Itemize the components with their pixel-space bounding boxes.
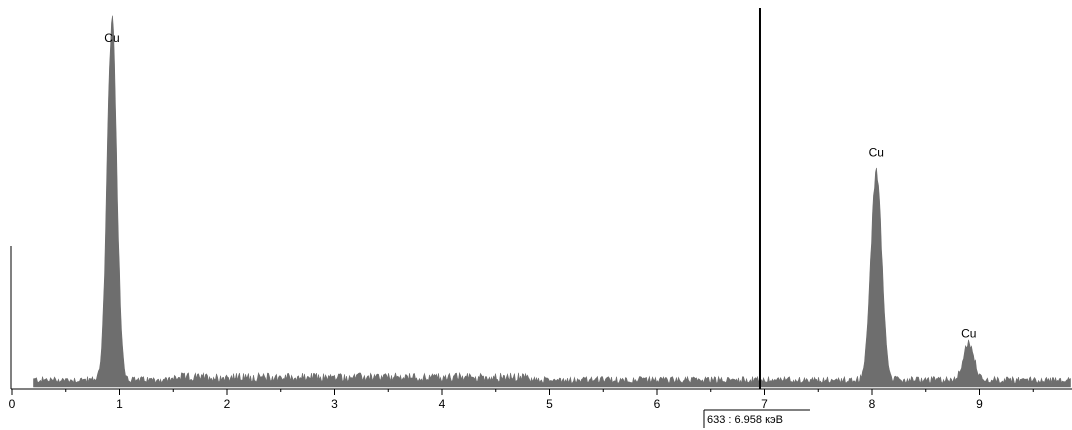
x-tick-label: 4 — [439, 397, 446, 411]
x-tick-label: 9 — [976, 397, 983, 411]
x-ticks: 0 1 2 3 4 5 6 7 8 9 — [9, 389, 1034, 411]
x-tick-label: 3 — [331, 397, 338, 411]
peak-labels: Cu Cu Cu — [104, 31, 976, 340]
x-tick-label: 6 — [654, 397, 661, 411]
x-tick-label: 7 — [761, 397, 768, 411]
x-tick-label: 5 — [546, 397, 553, 411]
x-tick-label: 1 — [116, 397, 123, 411]
cursor-readout: 633 : 6.958 кэВ — [707, 414, 783, 426]
x-tick-label: 2 — [224, 397, 231, 411]
spectrum-layer — [33, 15, 1071, 388]
x-tick-label: 0 — [9, 397, 16, 411]
energy-cursor[interactable]: 633 : 6.958 кэВ — [703, 8, 810, 428]
peak-label: Cu — [869, 145, 884, 159]
x-tick-label: 8 — [869, 397, 876, 411]
peak-label: Cu — [104, 31, 119, 45]
x-axis — [10, 246, 1072, 390]
spectrum-area — [33, 15, 1071, 388]
peak-label: Cu — [961, 326, 976, 340]
